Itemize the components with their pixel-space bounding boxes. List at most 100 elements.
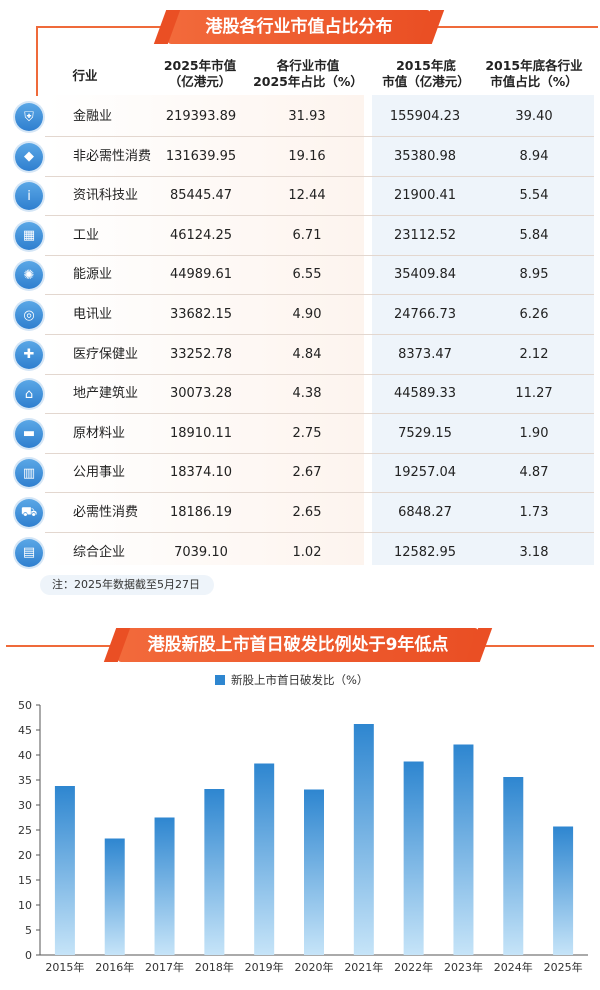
legend-swatch	[215, 675, 225, 685]
y-tick-label: 50	[18, 699, 32, 712]
title-connector-v	[36, 26, 38, 96]
bar	[154, 817, 175, 955]
x-tick-label: 2019年	[245, 960, 284, 974]
share-2015: 3.18	[519, 544, 549, 560]
bar	[353, 724, 374, 955]
x-tick-label: 2024年	[494, 960, 533, 974]
info-icon: i	[15, 182, 43, 211]
share-2015: 5.84	[519, 227, 549, 243]
market-value-2025: 30073.28	[169, 386, 233, 402]
x-tick-label: 2023年	[444, 960, 483, 974]
share-2025: 19.16	[288, 148, 326, 164]
share-2015: 2.12	[519, 346, 549, 362]
row-divider	[45, 254, 594, 256]
bar	[304, 789, 324, 955]
bar	[553, 826, 574, 955]
share-2025: 31.93	[288, 109, 326, 124]
share-2025: 4.38	[292, 386, 322, 402]
bar	[503, 777, 524, 955]
market-value-2015: 44589.33	[393, 386, 457, 402]
x-tick-label: 2015年	[45, 960, 84, 974]
share-2025: 6.71	[292, 227, 322, 243]
x-tick-label: 2021年	[344, 960, 383, 974]
table-row: ▥ 公用事业 18374.10 2.67 19257.04 4.87	[0, 453, 600, 494]
chart-connector-right	[476, 645, 594, 647]
table-panel-2015	[372, 95, 594, 565]
share-2015: 8.94	[519, 148, 549, 164]
x-tick-label: 2025年	[544, 960, 583, 974]
market-value-2015: 19257.04	[393, 465, 457, 481]
table-row: ⌂ 地产建筑业 30073.28 4.38 44589.33 11.27	[0, 374, 600, 415]
share-2025: 4.90	[292, 307, 322, 322]
share-2025: 4.84	[292, 346, 322, 362]
x-tick-label: 2018年	[195, 960, 234, 974]
house-icon: ⌂	[15, 380, 43, 409]
market-value-2025: 18374.10	[169, 465, 233, 481]
y-tick-label: 0	[25, 949, 32, 962]
table-title: 港股各行业市值占比分布	[168, 10, 430, 44]
factory-icon: ▦	[15, 221, 43, 250]
market-value-2025: 18186.19	[169, 505, 233, 520]
x-tick-label: 2020年	[295, 960, 334, 974]
row-divider	[45, 334, 594, 335]
market-value-2025: 131639.95	[165, 148, 237, 164]
market-value-2015: 35409.84	[393, 267, 457, 283]
y-tick-label: 15	[18, 874, 32, 887]
industry-name: 资讯科技业	[73, 188, 139, 204]
share-2025: 2.67	[292, 465, 322, 481]
chart-title: 港股新股上市首日破发比例处于9年低点	[118, 628, 478, 662]
title-connector-h	[36, 26, 170, 28]
row-divider	[45, 175, 594, 177]
row-divider	[45, 492, 594, 494]
share-2025: 2.65	[292, 505, 322, 520]
header-pct2015-line2: 市值占比（%）	[490, 74, 578, 89]
bar	[204, 789, 225, 955]
industry-name: 工业	[73, 227, 100, 243]
shield-icon: ⛨	[15, 103, 43, 131]
y-tick-label: 35	[18, 774, 32, 787]
y-tick-label: 20	[18, 849, 32, 862]
row-divider	[45, 452, 594, 454]
header-pct2015: 2015年底各行业 市值占比（%）	[478, 58, 590, 90]
header-pct2025-line1: 各行业市值	[276, 58, 340, 73]
x-tick-label: 2022年	[394, 960, 433, 974]
market-value-2015: 8373.47	[398, 346, 452, 362]
share-2025: 6.55	[292, 267, 322, 283]
x-tick-label: 2017年	[145, 960, 184, 974]
market-value-2025: 7039.10	[174, 544, 228, 560]
table-row: ⛨ 金融业 219393.89 31.93 155904.23 39.40	[0, 97, 600, 137]
table-row: ◎ 电讯业 33682.15 4.90 24766.73 6.26	[0, 295, 600, 335]
header-pct2015-line1: 2015年底各行业	[485, 58, 583, 73]
bar	[254, 763, 275, 955]
market-value-2025: 33682.15	[169, 307, 233, 322]
row-divider	[45, 373, 594, 375]
table-row: ✺ 能源业 44989.61 6.55 35409.84 8.95	[0, 255, 600, 296]
legend-label: 新股上市首日破发比（%）	[231, 673, 369, 687]
market-value-2025: 46124.25	[169, 227, 233, 243]
share-2015: 8.95	[519, 267, 549, 283]
header-mv2025-line2: （亿港元）	[168, 74, 232, 89]
table-row: ▦ 工业 46124.25 6.71 23112.52 5.84	[0, 216, 600, 256]
share-2015: 1.73	[519, 505, 549, 520]
market-value-2025: 85445.47	[169, 188, 233, 204]
y-tick-label: 5	[25, 924, 32, 937]
y-tick-label: 10	[18, 899, 32, 912]
industry-name: 地产建筑业	[73, 386, 139, 402]
x-tick-label: 2016年	[95, 960, 134, 974]
chart-legend: 新股上市首日破发比（%）	[215, 673, 368, 687]
bar	[104, 838, 125, 955]
row-divider	[45, 532, 594, 533]
medkit-icon: ✚	[15, 340, 43, 369]
diamond-icon: ◆	[15, 142, 43, 171]
market-value-2015: 35380.98	[393, 148, 457, 164]
cart-icon: ⛟	[15, 499, 43, 527]
truck-icon: ▬	[15, 419, 43, 448]
industry-name: 能源业	[73, 267, 113, 283]
market-value-2025: 33252.78	[169, 346, 233, 362]
market-value-2015: 23112.52	[393, 227, 457, 243]
bar	[403, 761, 424, 955]
industry-name: 公用事业	[73, 465, 126, 481]
share-2025: 1.02	[292, 544, 322, 560]
share-2015: 1.90	[519, 425, 549, 441]
market-value-2015: 6848.27	[398, 505, 452, 520]
